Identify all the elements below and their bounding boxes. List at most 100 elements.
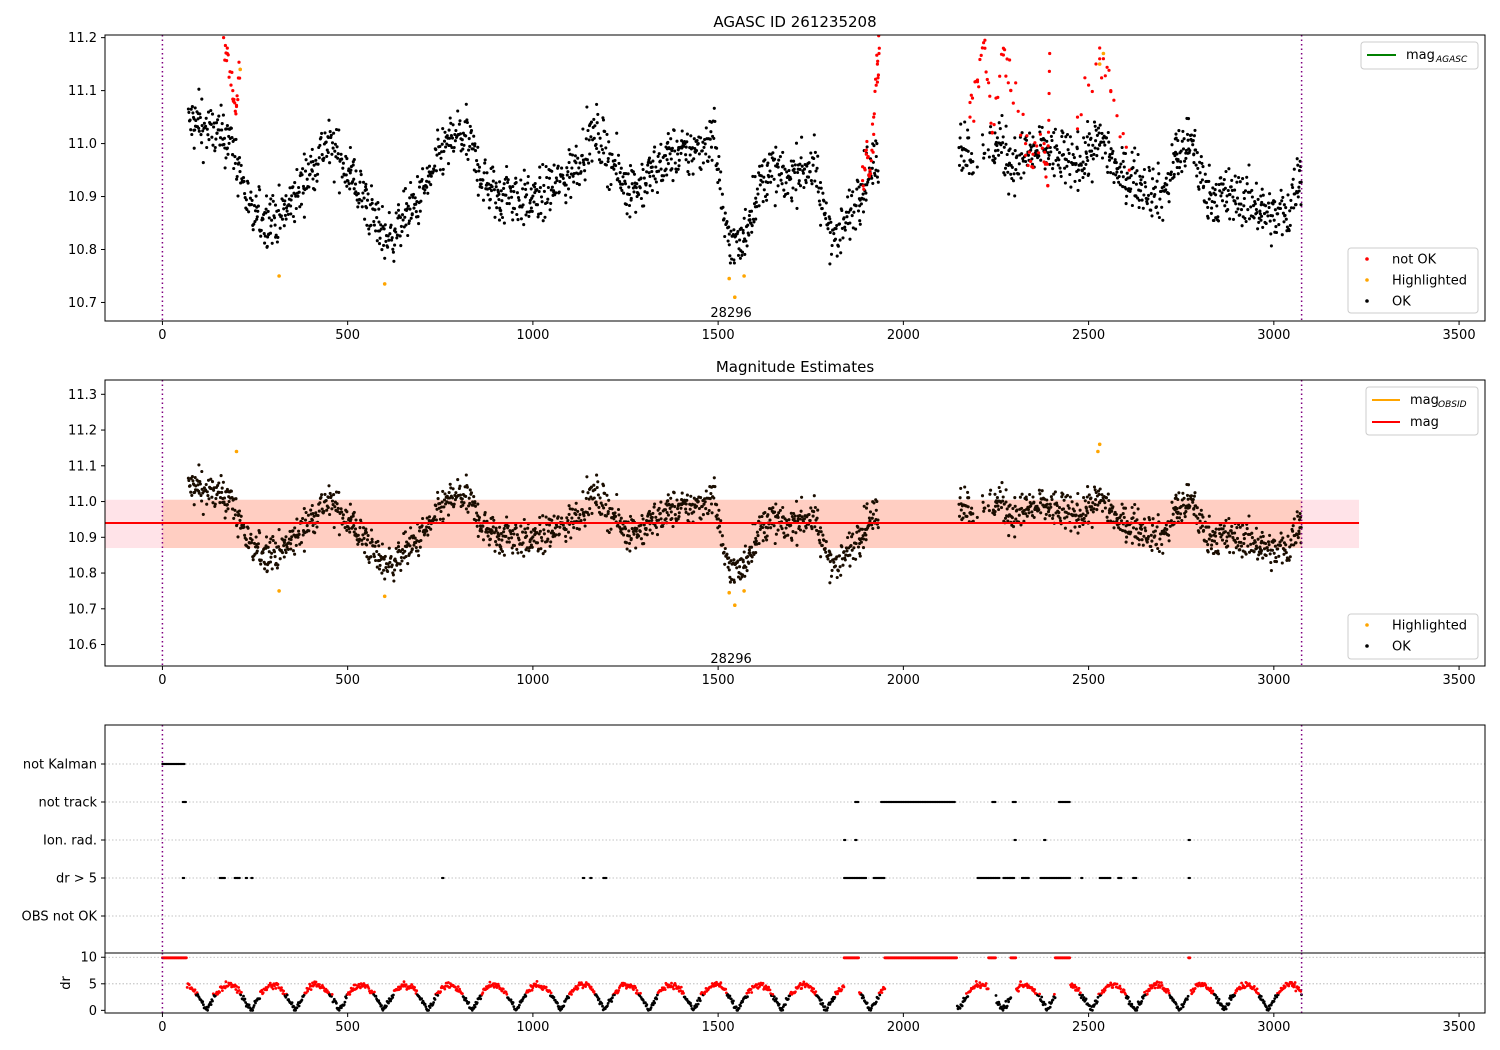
ok-point [865, 145, 869, 149]
ok-point [476, 193, 480, 197]
ok-point [1061, 131, 1065, 135]
ok-point [736, 253, 741, 257]
ok-point [1076, 491, 1080, 496]
ok-point [1284, 217, 1288, 221]
ok-point [627, 529, 631, 533]
ok-point [639, 196, 643, 201]
ok-point [605, 132, 609, 136]
ok-point [965, 164, 969, 168]
ok-point [396, 208, 401, 212]
ok-point [348, 187, 352, 191]
ok-point [1180, 170, 1184, 174]
ok-point [416, 215, 420, 219]
ok-point [637, 534, 641, 538]
ok-point [347, 527, 351, 531]
ok-point [1284, 543, 1288, 547]
ok-point [461, 503, 465, 507]
ok-point [359, 173, 363, 177]
ok-point [538, 529, 542, 533]
ok-point [634, 546, 638, 550]
ok-point [670, 516, 674, 521]
ok-point [386, 569, 390, 574]
ok-point [840, 226, 844, 230]
ok-point [604, 514, 608, 518]
ok-point [377, 220, 381, 224]
ok-point [631, 170, 635, 174]
ok-point [1237, 175, 1241, 180]
ok-point [728, 575, 732, 579]
ok-point [1082, 136, 1086, 140]
ok-point [757, 541, 761, 546]
ok-point [545, 175, 549, 180]
legend-label: OK [1392, 640, 1411, 655]
ok-point [393, 243, 397, 247]
ok-point [1151, 167, 1155, 171]
ok-point [426, 174, 430, 178]
ok-point [408, 536, 412, 540]
ok-point [710, 511, 714, 515]
ok-point [578, 513, 582, 517]
ok-point [865, 183, 869, 187]
ok-point [365, 198, 370, 202]
ok-point [504, 175, 509, 179]
ok-point [1010, 516, 1014, 520]
ok-point [1283, 548, 1287, 552]
ok-point [871, 526, 875, 531]
ok-point [654, 515, 658, 519]
not-ok-point [1021, 112, 1025, 116]
ok-point [652, 150, 656, 154]
ok-point [1149, 208, 1153, 212]
ok-point [464, 473, 468, 477]
ok-point [732, 258, 736, 262]
ok-point [1179, 149, 1183, 153]
ok-point [299, 202, 304, 206]
ok-point [1048, 502, 1052, 506]
ok-point [1225, 539, 1229, 543]
legend-box [1360, 41, 1479, 70]
ok-point [1003, 516, 1008, 520]
ok-point [1259, 535, 1263, 539]
ok-point [811, 514, 815, 518]
ok-point [1155, 525, 1159, 529]
ok-point [244, 198, 248, 202]
ok-point [1209, 193, 1213, 197]
ok-point [1124, 187, 1128, 191]
ok-point [1120, 145, 1124, 150]
ok-point [741, 560, 745, 564]
ok-point [382, 557, 386, 561]
ok-point [1139, 189, 1143, 193]
ok-point [750, 224, 754, 228]
ok-point [587, 161, 591, 165]
ok-point [1010, 165, 1014, 169]
ok-point [1292, 167, 1296, 171]
ok-point [360, 205, 364, 209]
not-ok-point [870, 122, 875, 126]
ok-point [629, 196, 633, 200]
ok-point [1053, 490, 1057, 494]
ok-point [816, 154, 820, 158]
ok-point [517, 538, 521, 542]
ok-point [1059, 519, 1063, 523]
ok-point [732, 558, 736, 562]
ok-point [199, 133, 203, 137]
ok-point [1009, 172, 1013, 176]
ok-point [780, 527, 784, 531]
ok-point [1087, 132, 1091, 136]
ok-point [605, 493, 609, 497]
legend-box [1347, 613, 1479, 660]
ok-point [522, 554, 526, 558]
not-ok-point [225, 46, 229, 50]
ok-point [1259, 194, 1263, 198]
ok-point [449, 134, 453, 138]
ok-point [619, 516, 623, 520]
ok-point [241, 176, 246, 180]
ok-point [959, 145, 963, 149]
ok-point [467, 496, 471, 500]
ok-point [1226, 531, 1230, 535]
ok-point [575, 181, 579, 186]
ok-point [1225, 194, 1229, 198]
flag-point [1044, 838, 1047, 842]
ok-point [1086, 485, 1090, 489]
ok-point [480, 185, 484, 190]
ok-point [259, 558, 263, 562]
